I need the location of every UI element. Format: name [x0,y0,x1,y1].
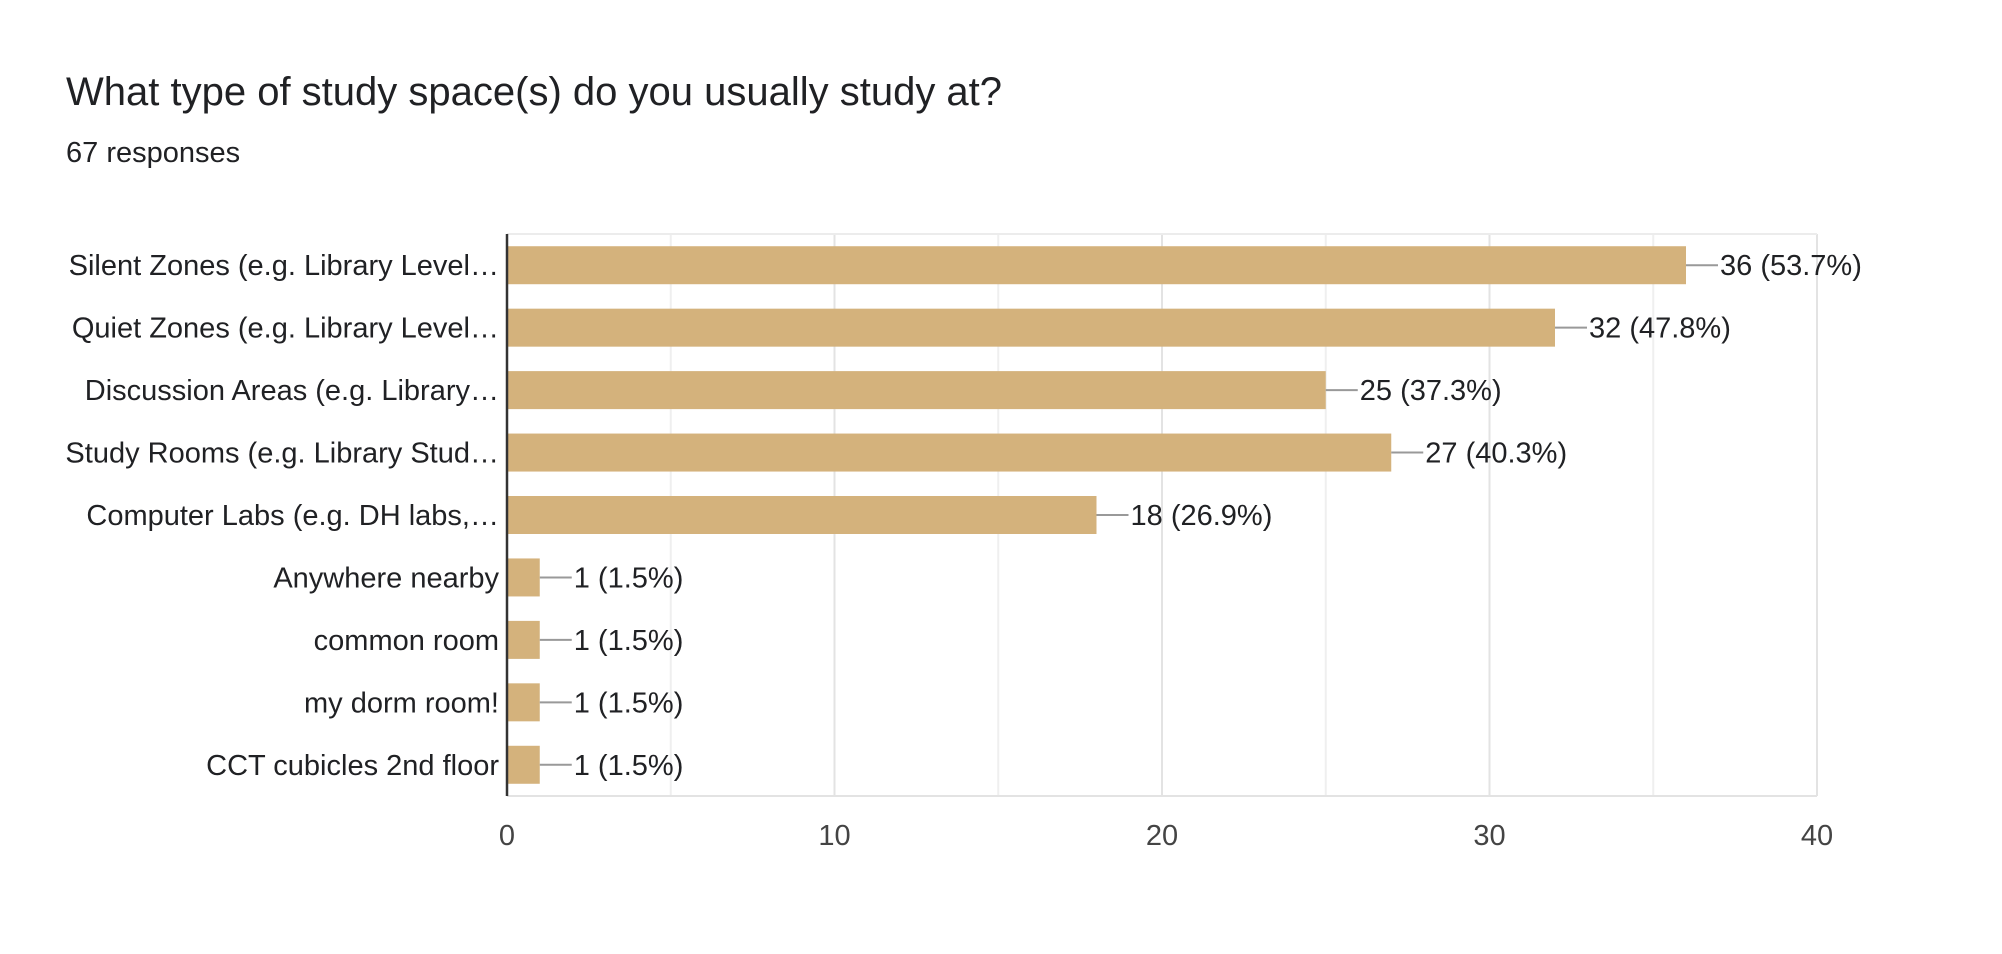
bar [507,308,1555,347]
value-label: 1 (1.5%) [574,750,684,782]
category-label: my dorm room! [304,687,499,719]
bar [507,496,1097,534]
bar [507,558,540,597]
x-tick-label: 20 [1146,820,1178,852]
bar [507,433,1392,472]
x-tick-label: 40 [1801,820,1833,852]
value-label: 32 (47.8%) [1589,313,1731,345]
value-label: 25 (37.3%) [1360,375,1502,407]
category-label: Anywhere nearby [273,562,499,594]
value-label: 1 (1.5%) [574,625,684,657]
x-tick-label: 30 [1473,820,1505,852]
value-label: 1 (1.5%) [574,687,684,719]
value-label: 36 (53.7%) [1720,250,1862,282]
category-label: common room [314,625,499,657]
bar [507,371,1326,410]
chart-title: What type of study space(s) do you usual… [66,70,1003,114]
bar [507,683,540,722]
bar [507,246,1686,285]
bar [507,620,540,659]
category-label: Study Rooms (e.g. Library Stud… [65,438,499,470]
value-label: 18 (26.9%) [1131,500,1273,532]
x-tick-label: 10 [818,820,850,852]
category-label: CCT cubicles 2nd floor [206,750,499,782]
category-label: Silent Zones (e.g. Library Level… [69,250,499,282]
bar [507,745,540,784]
category-label: Computer Labs (e.g. DH labs,… [86,500,499,532]
category-label: Discussion Areas (e.g. Library… [85,375,499,407]
x-tick-label: 0 [499,820,515,852]
value-label: 1 (1.5%) [574,562,684,594]
value-label: 27 (40.3%) [1425,438,1567,470]
response-count: 67 responses [66,137,241,169]
category-label: Quiet Zones (e.g. Library Level… [72,313,499,345]
